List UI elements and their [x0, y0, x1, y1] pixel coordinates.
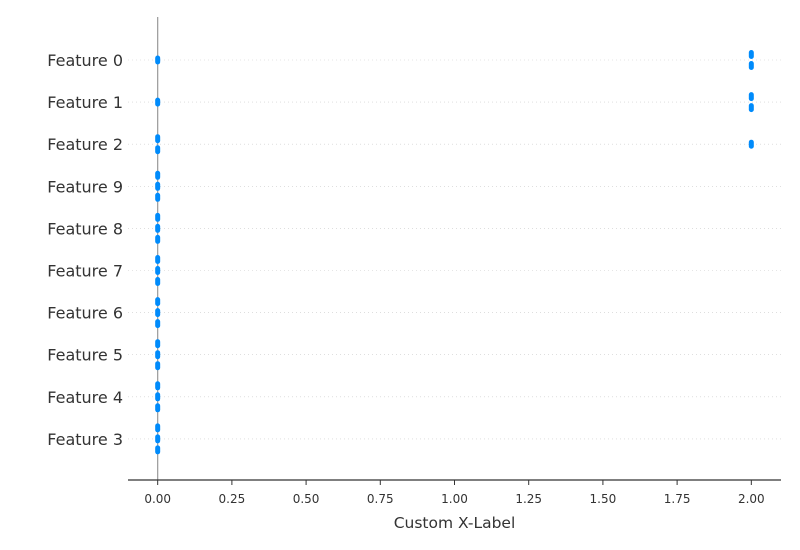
- data-point: [155, 350, 161, 360]
- feature-label: Feature 5: [47, 346, 123, 365]
- data-point: [748, 50, 754, 59]
- data-point: [155, 255, 161, 264]
- x-tick-label: 0.25: [219, 492, 246, 506]
- data-point: [155, 445, 161, 455]
- data-point: [155, 223, 161, 233]
- data-point: [155, 192, 161, 202]
- x-tick-label: 2.00: [738, 492, 765, 506]
- x-axis-ticks: 0.00 0.25 0.50 0.75 1.00 1.25 1.50 1.75 2.00: [144, 480, 765, 506]
- x-tick-label: 1.75: [664, 492, 691, 506]
- feature-label: Feature 0: [47, 51, 123, 70]
- feature-label: Feature 9: [47, 177, 123, 196]
- x-tick-label: 0.75: [367, 492, 394, 506]
- data-point: [155, 266, 161, 275]
- x-tick-label: 0.00: [144, 492, 171, 506]
- feature-label: Feature 6: [47, 304, 123, 323]
- data-point: [748, 103, 754, 113]
- data-point: [155, 134, 161, 144]
- data-point: [155, 55, 161, 65]
- grid-lines: [128, 59, 781, 440]
- data-point: [155, 97, 161, 107]
- data-point: [155, 181, 161, 191]
- x-tick-label: 1.50: [590, 492, 617, 506]
- data-point: [155, 403, 161, 413]
- data-point: [155, 308, 161, 318]
- data-point: [155, 234, 161, 244]
- feature-label: Feature 2: [47, 135, 123, 154]
- x-tick-label: 1.00: [441, 492, 468, 506]
- feature-label: Feature 7: [47, 262, 123, 281]
- feature-label: Feature 3: [47, 430, 123, 449]
- data-point: [748, 61, 754, 70]
- data-point: [155, 423, 161, 433]
- feature-label: Feature 4: [47, 388, 123, 407]
- data-point: [155, 361, 161, 371]
- feature-label: Feature 8: [47, 219, 123, 238]
- data-point: [748, 92, 754, 102]
- data-points: [155, 50, 754, 455]
- data-point: [155, 145, 161, 155]
- y-axis-labels: Feature 0 Feature 1 Feature 2 Feature 9 Feat…: [47, 51, 123, 449]
- data-point: [155, 392, 161, 402]
- data-point: [748, 139, 754, 149]
- x-tick-label: 1.25: [515, 492, 542, 506]
- data-point: [155, 297, 161, 307]
- data-point: [155, 319, 161, 329]
- data-point: [155, 277, 161, 286]
- x-axis-label: Custom X-Label: [394, 514, 516, 532]
- feature-label: Feature 1: [47, 93, 123, 112]
- x-tick-label: 0.50: [293, 492, 320, 506]
- data-point: [155, 434, 161, 444]
- data-point: [155, 170, 161, 180]
- data-point: [155, 339, 161, 349]
- data-point: [155, 212, 161, 222]
- data-point: [155, 381, 161, 391]
